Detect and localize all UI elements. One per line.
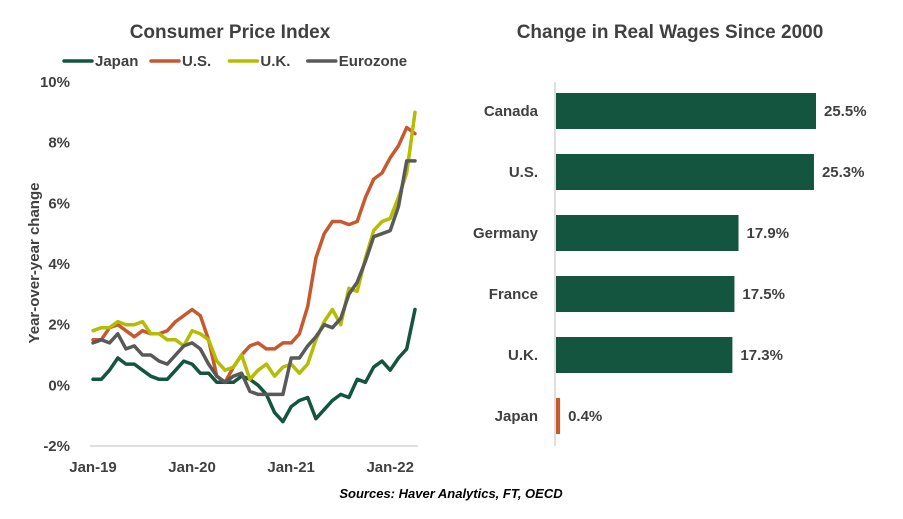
wages-value-label: 17.5% bbox=[742, 286, 785, 303]
cpi-x-tick-label: Jan-21 bbox=[267, 459, 315, 476]
cpi-x-ticks: Jan-19 Jan-20 Jan-21 Jan-22 bbox=[69, 459, 414, 476]
cpi-y-tick-label: 2% bbox=[48, 317, 70, 334]
wages-bar bbox=[556, 337, 733, 373]
legend-label: Eurozone bbox=[339, 53, 407, 70]
wages-value-label: 17.9% bbox=[747, 225, 790, 242]
wages-bars: Canada 25.5% U.S. 25.3% Germany 17.9% France 17… bbox=[473, 93, 867, 434]
wages-value-label: 0.4% bbox=[568, 408, 602, 425]
real-wages-bar-chart: Change in Real Wages Since 2000 Canada 25… bbox=[473, 22, 867, 446]
cpi-legend-item: Japan bbox=[62, 53, 138, 70]
cpi-legend-item: U.S. bbox=[149, 53, 211, 70]
cpi-series-line-japan bbox=[91, 307, 417, 424]
cpi-x-tick-label: Jan-19 bbox=[69, 459, 117, 476]
wages-value-label: 17.3% bbox=[740, 347, 783, 364]
legend-label: U.K. bbox=[260, 53, 290, 70]
cpi-x-tick-label: Jan-22 bbox=[366, 459, 414, 476]
wages-bar-row: U.S. 25.3% bbox=[509, 154, 865, 190]
cpi-series-line-uk bbox=[91, 110, 417, 382]
wages-bar bbox=[556, 93, 816, 129]
legend-label: U.S. bbox=[182, 53, 211, 70]
cpi-series-line-eurozone bbox=[91, 159, 417, 397]
source-note: Sources: Haver Analytics, FT, OECD bbox=[339, 486, 563, 501]
cpi-y-tick-label: 10% bbox=[40, 74, 70, 91]
cpi-y-tick-label: 0% bbox=[48, 377, 70, 394]
wages-category-label: Germany bbox=[473, 225, 539, 242]
cpi-legend-item: U.K. bbox=[227, 53, 290, 70]
wages-value-label: 25.5% bbox=[824, 103, 867, 120]
cpi-x-tick-label: Jan-20 bbox=[168, 459, 216, 476]
cpi-y-ticks: -2% 0% 2% 4% 6% 8% 10% bbox=[40, 74, 70, 455]
cpi-y-axis-label: Year-over-year change bbox=[26, 183, 43, 344]
cpi-y-tick-label: -2% bbox=[43, 438, 70, 455]
cpi-y-tick-label: 8% bbox=[48, 135, 70, 152]
wages-category-label: France bbox=[489, 286, 538, 303]
wages-category-label: U.S. bbox=[509, 164, 538, 181]
cpi-legend: Japan U.S. U.K. Eurozone bbox=[62, 53, 407, 70]
cpi-legend-item: Eurozone bbox=[306, 53, 407, 70]
wages-value-label: 25.3% bbox=[822, 164, 865, 181]
wages-bar-row: Japan 0.4% bbox=[495, 398, 602, 434]
cpi-series-line-us bbox=[91, 125, 417, 385]
wages-chart-title: Change in Real Wages Since 2000 bbox=[517, 22, 824, 43]
cpi-y-tick-label: 4% bbox=[48, 256, 70, 273]
wages-bar bbox=[556, 154, 814, 190]
wages-category-label: Canada bbox=[484, 103, 539, 120]
cpi-y-tick-label: 6% bbox=[48, 195, 70, 212]
cpi-chart-title: Consumer Price Index bbox=[130, 22, 331, 43]
cpi-series-group bbox=[91, 110, 417, 424]
legend-label: Japan bbox=[95, 53, 138, 70]
wages-bar bbox=[556, 215, 739, 251]
wages-bar bbox=[556, 276, 735, 312]
cpi-line-chart: Consumer Price Index Japan U.S. U.K. Eurozo… bbox=[26, 22, 418, 476]
wages-bar-row: U.K. 17.3% bbox=[508, 337, 783, 373]
wages-bar bbox=[556, 398, 561, 434]
wages-category-label: U.K. bbox=[508, 347, 538, 364]
wages-bar-row: Canada 25.5% bbox=[484, 93, 867, 129]
wages-bar-row: Germany 17.9% bbox=[473, 215, 789, 251]
wages-bar-row: France 17.5% bbox=[489, 276, 785, 312]
wages-category-label: Japan bbox=[495, 408, 538, 425]
